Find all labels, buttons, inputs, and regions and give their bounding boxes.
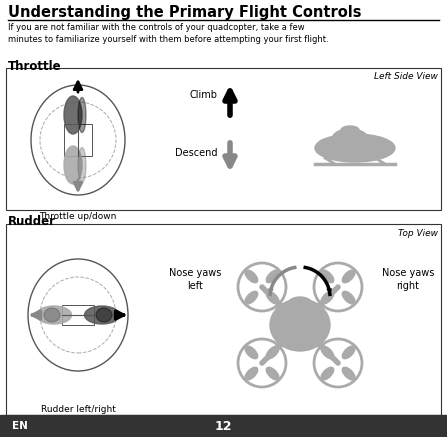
Ellipse shape [245, 346, 258, 359]
Ellipse shape [266, 291, 279, 304]
Ellipse shape [44, 308, 60, 322]
Ellipse shape [245, 291, 258, 304]
Ellipse shape [96, 308, 112, 322]
Ellipse shape [297, 311, 319, 331]
Ellipse shape [341, 126, 359, 134]
Ellipse shape [342, 367, 355, 380]
Ellipse shape [245, 367, 258, 380]
Text: EN: EN [12, 421, 28, 431]
Text: Top View: Top View [398, 229, 438, 238]
Ellipse shape [78, 148, 86, 183]
Ellipse shape [266, 367, 279, 380]
Text: Left Side View: Left Side View [374, 72, 438, 81]
Ellipse shape [342, 291, 355, 304]
Ellipse shape [281, 311, 303, 331]
Ellipse shape [266, 346, 279, 359]
Ellipse shape [64, 146, 82, 184]
Ellipse shape [321, 367, 334, 380]
Ellipse shape [370, 141, 384, 147]
Ellipse shape [286, 297, 314, 317]
Ellipse shape [321, 346, 334, 359]
Text: Rudder: Rudder [8, 215, 56, 228]
Text: Understanding the Primary Flight Controls: Understanding the Primary Flight Control… [8, 5, 362, 20]
Ellipse shape [78, 97, 86, 132]
Text: Nose yaws
left: Nose yaws left [169, 268, 221, 291]
Ellipse shape [270, 299, 330, 351]
Bar [6, 68, 441, 210]
Text: 12: 12 [215, 420, 232, 433]
Text: Throttle up/down: Throttle up/down [39, 212, 117, 221]
Ellipse shape [315, 134, 395, 162]
Ellipse shape [245, 270, 258, 283]
Text: Throttle: Throttle [8, 60, 62, 73]
Text: Nose yaws
right: Nose yaws right [382, 268, 434, 291]
Ellipse shape [64, 96, 82, 134]
Text: Climb: Climb [190, 90, 218, 100]
Bar [6, 224, 441, 415]
Bar [64, 124, 92, 156]
Text: Rudder left/right: Rudder left/right [41, 405, 115, 414]
Text: Descend: Descend [176, 148, 218, 158]
Ellipse shape [320, 139, 334, 145]
Ellipse shape [321, 270, 334, 283]
Bar [62, 305, 94, 325]
Ellipse shape [333, 129, 367, 147]
Ellipse shape [84, 306, 119, 324]
Ellipse shape [342, 270, 355, 283]
Ellipse shape [321, 291, 334, 304]
Bar [0, 415, 447, 437]
Ellipse shape [266, 270, 279, 283]
Ellipse shape [37, 306, 72, 324]
Text: If you are not familiar with the controls of your quadcopter, take a few
minutes: If you are not familiar with the control… [8, 23, 329, 44]
Ellipse shape [342, 346, 355, 359]
